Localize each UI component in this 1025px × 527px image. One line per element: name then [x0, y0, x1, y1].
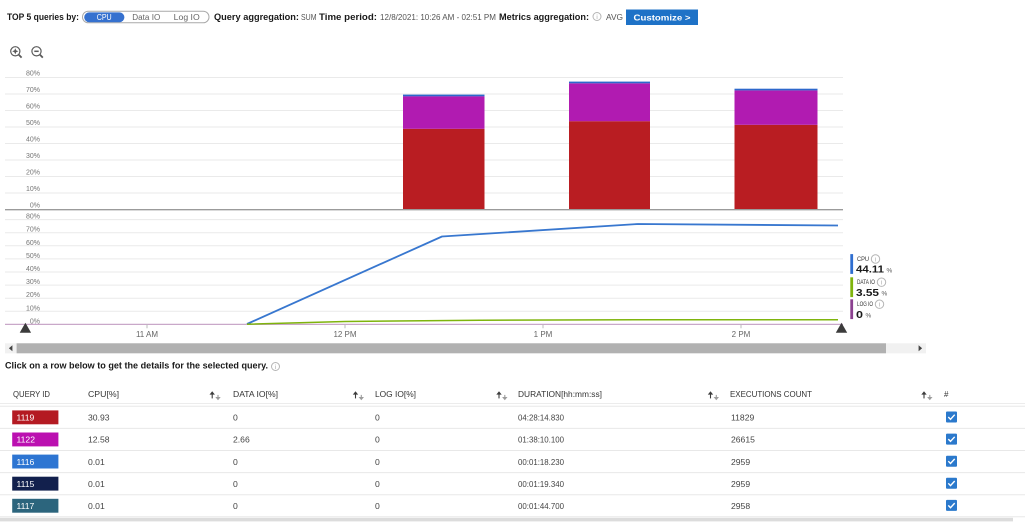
svg-text:i: i — [879, 303, 880, 309]
svg-text:60%: 60% — [26, 240, 40, 247]
svg-text:11 AM: 11 AM — [136, 330, 158, 339]
svg-text:04:28:14.830: 04:28:14.830 — [518, 413, 564, 423]
svg-text:0: 0 — [375, 501, 380, 511]
svg-text:Log IO: Log IO — [174, 13, 200, 22]
svg-text:01:38:10.100: 01:38:10.100 — [518, 435, 564, 445]
svg-text:DATA IO: DATA IO — [857, 279, 875, 286]
svg-text:AVG: AVG — [606, 12, 623, 22]
svg-text:CPU: CPU — [857, 256, 869, 263]
svg-text:2959: 2959 — [731, 479, 750, 489]
svg-text:2.66: 2.66 — [233, 435, 250, 445]
svg-text:3.55: 3.55 — [856, 287, 879, 299]
svg-text:LOG IO[%]: LOG IO[%] — [375, 390, 416, 399]
svg-text:2 PM: 2 PM — [732, 330, 751, 339]
svg-text:80%: 80% — [26, 214, 40, 221]
svg-text:0: 0 — [375, 479, 380, 489]
svg-text:2958: 2958 — [731, 501, 750, 511]
svg-text:DURATION[hh:mm:ss]: DURATION[hh:mm:ss] — [518, 390, 602, 399]
svg-text:TOP 5 queries by:: TOP 5 queries by: — [7, 12, 79, 22]
svg-text:12/8/2021: 10:26 AM - 02:51 PM: 12/8/2021: 10:26 AM - 02:51 PM — [380, 12, 496, 22]
svg-text:LOG IO: LOG IO — [857, 301, 873, 308]
svg-text:00:01:19.340: 00:01:19.340 — [518, 479, 564, 489]
svg-text:0: 0 — [375, 457, 380, 467]
svg-text:Customize >: Customize > — [634, 12, 691, 22]
svg-text:0: 0 — [233, 457, 238, 467]
svg-text:i: i — [275, 365, 276, 371]
svg-text:0.01: 0.01 — [88, 479, 105, 489]
svg-text:30.93: 30.93 — [88, 413, 110, 423]
svg-text:0: 0 — [375, 413, 380, 423]
svg-text:0: 0 — [856, 309, 863, 321]
svg-text:0: 0 — [233, 479, 238, 489]
svg-text:EXECUTIONS COUNT: EXECUTIONS COUNT — [730, 390, 812, 399]
svg-text:80%: 80% — [26, 71, 40, 78]
svg-text:0.01: 0.01 — [88, 501, 105, 511]
svg-text:#: # — [944, 390, 949, 399]
svg-text:i: i — [596, 15, 597, 21]
svg-text:%: % — [866, 313, 872, 320]
svg-text:CPU: CPU — [97, 13, 112, 22]
svg-text:CPU[%]: CPU[%] — [88, 390, 119, 399]
svg-text:40%: 40% — [26, 266, 40, 273]
svg-text:20%: 20% — [26, 170, 40, 177]
svg-text:Click on a row below to get th: Click on a row below to get the details … — [5, 361, 268, 371]
svg-text:1115: 1115 — [17, 479, 35, 489]
svg-text:%: % — [882, 291, 888, 298]
svg-text:0: 0 — [375, 435, 380, 445]
svg-text:70%: 70% — [26, 227, 40, 234]
svg-text:10%: 10% — [26, 186, 40, 193]
svg-text:20%: 20% — [26, 292, 40, 299]
svg-text:QUERY ID: QUERY ID — [13, 390, 50, 399]
svg-text:i: i — [881, 281, 882, 287]
svg-text:12.58: 12.58 — [88, 435, 110, 445]
svg-text:1 PM: 1 PM — [534, 330, 553, 339]
svg-text:Time period:: Time period: — [319, 12, 377, 22]
svg-text:0.01: 0.01 — [88, 457, 105, 467]
svg-text:0%: 0% — [30, 318, 40, 325]
svg-text:50%: 50% — [26, 120, 40, 127]
svg-text:50%: 50% — [26, 253, 40, 260]
svg-text:1122: 1122 — [17, 435, 36, 445]
svg-text:1116: 1116 — [17, 457, 35, 467]
svg-text:12 PM: 12 PM — [333, 330, 356, 339]
svg-text:2959: 2959 — [731, 457, 750, 467]
svg-text:0%: 0% — [30, 203, 40, 210]
svg-text:44.11: 44.11 — [856, 264, 884, 276]
svg-text:30%: 30% — [26, 279, 40, 286]
svg-text:0: 0 — [233, 413, 238, 423]
svg-text:i: i — [875, 257, 876, 263]
svg-text:SUM: SUM — [301, 12, 317, 22]
svg-text:26615: 26615 — [731, 435, 755, 445]
svg-text:00:01:44.700: 00:01:44.700 — [518, 501, 564, 511]
svg-text:10%: 10% — [26, 305, 40, 312]
svg-text:DATA IO[%]: DATA IO[%] — [233, 390, 278, 399]
svg-text:11829: 11829 — [731, 413, 754, 423]
svg-text:Metrics aggregation:: Metrics aggregation: — [499, 12, 589, 22]
svg-text:30%: 30% — [26, 153, 40, 160]
svg-text:Query aggregation:: Query aggregation: — [214, 12, 299, 22]
svg-text:1117: 1117 — [17, 501, 35, 511]
svg-text:00:01:18.230: 00:01:18.230 — [518, 457, 564, 467]
svg-text:Data IO: Data IO — [132, 13, 160, 22]
svg-text:1119: 1119 — [17, 413, 35, 423]
svg-text:70%: 70% — [26, 87, 40, 94]
svg-text:40%: 40% — [26, 137, 40, 144]
svg-text:0: 0 — [233, 501, 238, 511]
svg-text:60%: 60% — [26, 104, 40, 111]
svg-text:%: % — [887, 267, 893, 274]
